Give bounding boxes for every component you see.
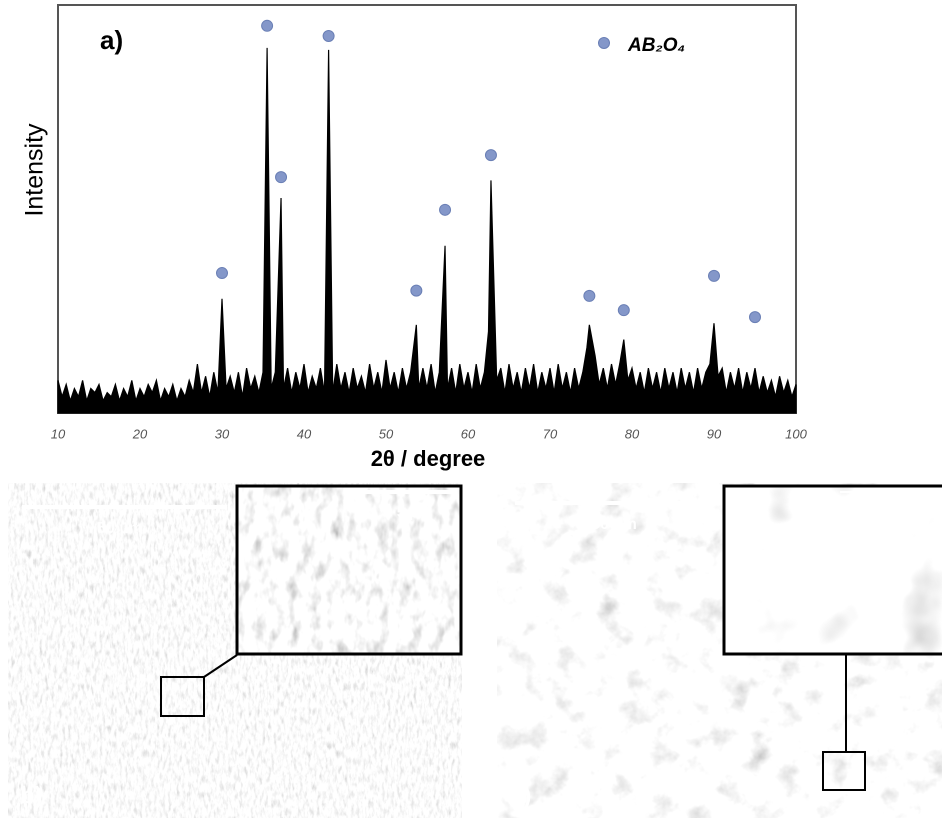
x-tick-label: 50	[379, 426, 394, 441]
inset-frame	[235, 484, 463, 656]
zoom-connector	[203, 654, 238, 678]
peak-marker	[583, 289, 596, 302]
panel-label: c)	[510, 782, 531, 809]
x-tick-label: 80	[625, 426, 640, 441]
panel-label: a)	[100, 25, 123, 55]
peak-marker	[708, 269, 720, 282]
peak-marker	[484, 149, 497, 162]
x-tick-label: 70	[543, 426, 558, 441]
legend-marker	[598, 37, 610, 49]
zoom-box	[160, 676, 205, 717]
legend-label: AB₂O₄	[627, 35, 685, 56]
x-axis-label: 2θ / degree	[371, 446, 486, 471]
peak-marker	[439, 203, 452, 216]
inset-micrograph	[235, 484, 463, 656]
x-tick-label: 20	[132, 426, 148, 441]
x-tick-label: 90	[707, 426, 722, 441]
x-tick-label: 60	[461, 426, 476, 441]
inset-scale-bar-label: 5 µm	[881, 502, 899, 511]
peak-marker	[749, 311, 761, 324]
sem-image-b: 50 µm 5 µm b)	[8, 483, 463, 818]
peak-marker	[261, 19, 274, 32]
plot-frame	[57, 4, 797, 414]
x-tick-label: 10	[51, 426, 66, 441]
peak-marker	[275, 171, 288, 184]
x-tick-label: 30	[215, 426, 230, 441]
peak-marker	[617, 304, 630, 317]
xrd-pattern	[57, 47, 797, 414]
peak-marker	[216, 267, 228, 280]
inset-scale-bar-label: 5 µm	[397, 504, 432, 521]
x-tick-label: 100	[785, 426, 807, 441]
panel-label: b)	[20, 782, 43, 809]
inset-micrograph	[724, 486, 942, 654]
y-axis-label: Intensity	[21, 123, 49, 217]
peak-marker	[410, 284, 423, 297]
scale-bar-label: 50 µm	[97, 520, 143, 537]
inset-frame	[722, 484, 942, 656]
peak-marker	[322, 30, 335, 43]
plot: 10 20 30 40 50 60 70 80 90 100 AB₂O₄	[51, 19, 808, 441]
sem-image-c: 50 µm 5 µm c)	[497, 483, 942, 818]
zoom-box	[822, 751, 866, 791]
scale-bar-label: 50 µm	[591, 516, 637, 533]
x-tick-label: 40	[297, 426, 312, 441]
